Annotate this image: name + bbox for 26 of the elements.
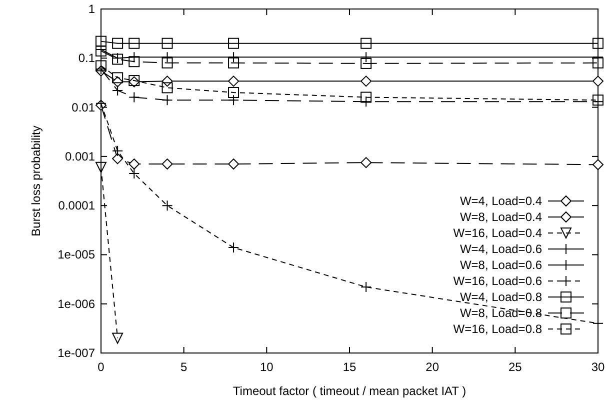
y-tick-label: 1e-007 xyxy=(58,346,96,360)
x-tick-label: 20 xyxy=(426,360,440,374)
y-tick-label: 1 xyxy=(88,2,96,16)
legend-label: W=4, Load=0.6 xyxy=(460,242,542,256)
y-tick-label: 1e-005 xyxy=(58,248,96,262)
legend-label: W=8, Load=0.8 xyxy=(460,306,542,320)
y-tick-label: 0.0001 xyxy=(58,198,96,213)
legend-label: W=16, Load=0.4 xyxy=(453,226,542,240)
y-tick-label: 0.001 xyxy=(64,149,96,164)
legend-label: W=4, Load=0.8 xyxy=(460,290,542,304)
x-tick-label: 10 xyxy=(260,360,274,374)
legend-label: W=4, Load=0.4 xyxy=(460,194,542,208)
legend-label: W=16, Load=0.8 xyxy=(453,322,542,336)
x-tick-label: 0 xyxy=(98,360,105,374)
legend-label: W=8, Load=0.4 xyxy=(460,210,542,224)
x-tick-label: 5 xyxy=(180,360,188,374)
x-tick-label: 30 xyxy=(591,360,605,374)
x-axis-title: Timeout factor ( timeout / mean packet IAT ) xyxy=(232,384,466,398)
x-tick-label: 15 xyxy=(342,360,356,374)
legend-label: W=8, Load=0.6 xyxy=(460,258,542,272)
y-tick-label: 0.1 xyxy=(78,51,96,66)
y-axis-title: Burst loss probability xyxy=(29,126,43,236)
y-tick-label: 1e-006 xyxy=(58,296,96,311)
x-tick-label: 25 xyxy=(508,360,522,374)
legend-label: W=16, Load=0.6 xyxy=(453,274,542,288)
y-tick-label: 0.01 xyxy=(72,100,96,114)
